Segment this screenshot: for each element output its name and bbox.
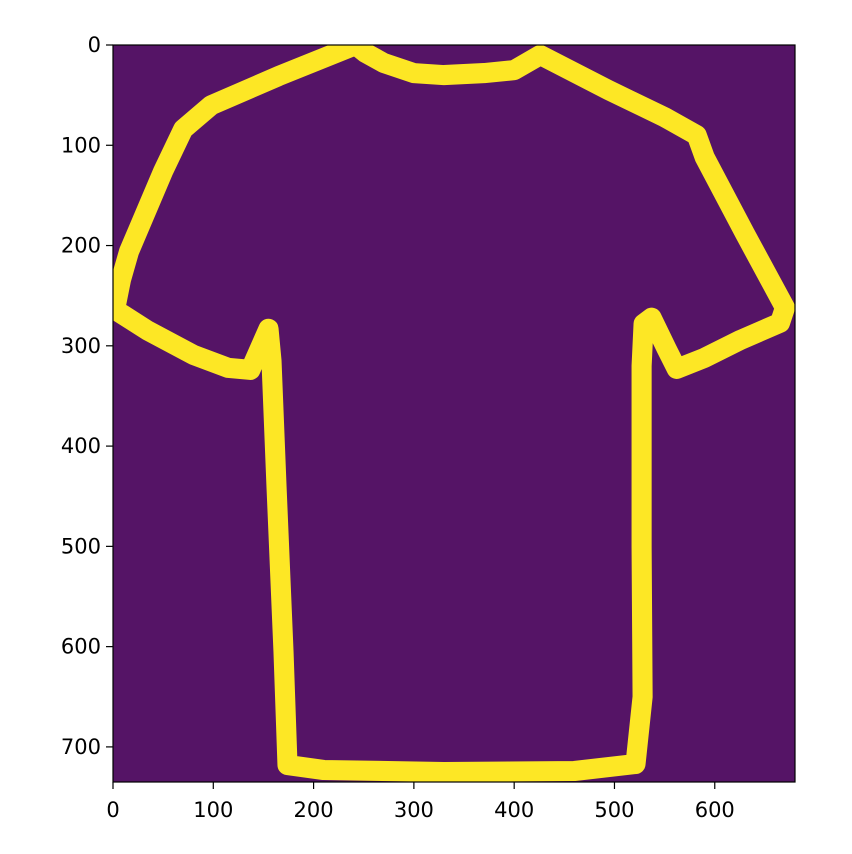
x-tick-label: 0 bbox=[106, 798, 119, 822]
x-axis: 0 100 200 300 400 500 600 bbox=[106, 782, 735, 822]
y-tick-label: 700 bbox=[61, 735, 101, 759]
y-tick-label: 400 bbox=[61, 434, 101, 458]
y-tick-label: 100 bbox=[61, 133, 101, 157]
x-tick-label: 200 bbox=[294, 798, 334, 822]
y-tick-label: 0 bbox=[88, 33, 101, 57]
x-tick-label: 300 bbox=[394, 798, 434, 822]
x-tick-label: 100 bbox=[193, 798, 233, 822]
x-tick-label: 500 bbox=[594, 798, 634, 822]
y-axis: 0 100 200 300 400 500 600 700 bbox=[61, 33, 113, 759]
t-shirt-outline bbox=[113, 45, 795, 782]
y-tick-label: 600 bbox=[61, 635, 101, 659]
y-tick-label: 200 bbox=[61, 234, 101, 258]
y-tick-label: 300 bbox=[61, 334, 101, 358]
x-tick-label: 400 bbox=[494, 798, 534, 822]
x-tick-label: 600 bbox=[695, 798, 735, 822]
y-tick-label: 500 bbox=[61, 534, 101, 558]
plot-area bbox=[113, 45, 795, 782]
plot-frame bbox=[112, 44, 796, 783]
